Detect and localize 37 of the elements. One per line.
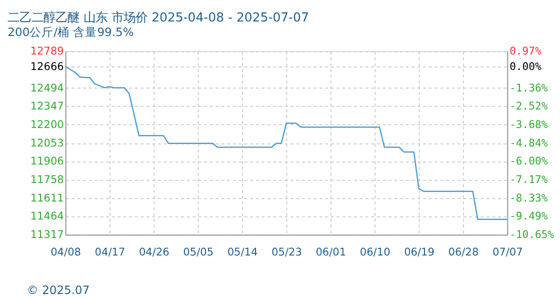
y-tick-label: 12789 — [30, 46, 64, 58]
y-tick-label: 12666 — [30, 60, 64, 73]
y2-tick-label: -2.52% — [510, 100, 548, 113]
text: © 2025.07 — [26, 283, 90, 298]
y-tick-label: 11464 — [30, 210, 64, 223]
y-tick-label: 11758 — [30, 174, 64, 186]
x-tick-label: 04/17 — [94, 246, 126, 258]
y-tick-label: 12494 — [30, 82, 64, 94]
y-tick-label: 12347 — [30, 100, 64, 113]
x-tick-label: 06/01 — [316, 246, 346, 258]
x-tick-label: 06/10 — [360, 246, 391, 258]
y2-tick-label: -6.00% — [510, 156, 548, 168]
x-tick-label: 05/14 — [227, 246, 258, 258]
y2-tick-label: -4.84% — [510, 137, 548, 150]
x-tick-label: 05/23 — [272, 246, 302, 258]
x-tick-label: 05/05 — [183, 246, 214, 258]
y2-tick-label: -1.36% — [510, 82, 548, 94]
x-tick-label: 06/28 — [448, 246, 479, 258]
y-tick-label: 12053 — [30, 137, 64, 150]
chart-title: 二乙二醇乙醚 山东 市场价 2025-04-08 - 2025-07-07 — [8, 9, 309, 24]
y2-tick-label: -10.65% — [510, 229, 555, 242]
x-tick-label: 07/07 — [492, 246, 523, 258]
x-tick-label: 04/08 — [50, 246, 81, 258]
x-tick-label: 04/26 — [138, 246, 170, 258]
line-series — [64, 66, 508, 220]
x-tick-label: 06/19 — [404, 246, 434, 258]
y2-tick-label: -3.68% — [510, 118, 548, 131]
y2-tick-label: -9.49% — [510, 210, 548, 223]
y2-tick-label: -7.17% — [510, 174, 548, 186]
chart-subtitle: 200公斤/桶 含量99.5% — [8, 24, 134, 39]
y2-tick-label: 0.00% — [510, 60, 542, 73]
y-tick-label: 11611 — [30, 192, 64, 204]
y2-tick-label: 0.97% — [510, 46, 542, 58]
y-tick-label: 11906 — [30, 156, 64, 168]
y-tick-label: 11317 — [30, 229, 64, 242]
y-tick-label: 12200 — [30, 118, 64, 131]
y2-tick-label: -8.33% — [510, 192, 548, 204]
